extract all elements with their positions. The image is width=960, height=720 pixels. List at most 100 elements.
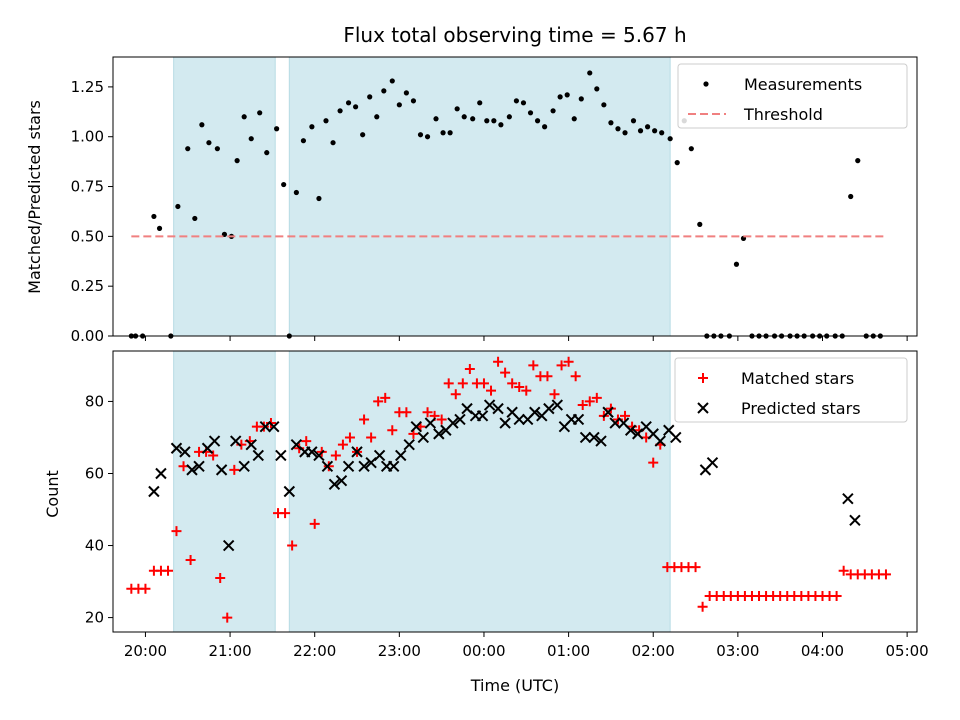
data-point bbox=[594, 86, 600, 92]
matched-point bbox=[287, 540, 298, 551]
data-point bbox=[281, 181, 287, 188]
predicted-point bbox=[551, 399, 564, 411]
matched-point bbox=[584, 396, 595, 407]
data-point bbox=[151, 213, 157, 220]
data-point bbox=[389, 78, 395, 84]
data-point bbox=[192, 215, 198, 222]
data-point bbox=[659, 130, 665, 136]
y-tick-label: 0.75 bbox=[71, 178, 104, 196]
matched-point bbox=[514, 382, 525, 393]
legend-matched-swatch bbox=[698, 373, 708, 383]
matched-point bbox=[528, 360, 539, 371]
predicted-point bbox=[483, 399, 496, 411]
x-tick-label: 01:00 bbox=[547, 642, 590, 660]
matched-point bbox=[486, 385, 497, 396]
data-point bbox=[637, 128, 644, 134]
predicted-point bbox=[342, 460, 355, 472]
predicted-point bbox=[358, 460, 370, 472]
matched-point bbox=[359, 414, 370, 425]
predicted-point bbox=[499, 417, 511, 429]
matched-point bbox=[387, 425, 398, 436]
matched-point bbox=[178, 461, 189, 472]
predicted-point bbox=[670, 431, 682, 444]
predicted-point bbox=[529, 406, 541, 418]
predicted-point bbox=[321, 460, 334, 472]
predicted-point bbox=[849, 514, 861, 527]
legend: Measurements Threshold bbox=[677, 63, 908, 129]
shaded-interval-1 bbox=[288, 350, 671, 633]
matched-point bbox=[344, 432, 355, 443]
y-tick-label: 0.00 bbox=[71, 327, 104, 345]
matched-point bbox=[500, 367, 511, 378]
x-tick-label: 00:00 bbox=[462, 642, 505, 660]
data-point bbox=[447, 130, 453, 136]
predicted-point bbox=[275, 449, 287, 462]
data-point bbox=[185, 146, 191, 152]
axes-frame bbox=[112, 350, 918, 633]
matched-point bbox=[140, 583, 151, 594]
data-point bbox=[578, 96, 584, 102]
predicted-point bbox=[513, 413, 525, 426]
data-point bbox=[199, 122, 205, 128]
predicted-point bbox=[252, 449, 264, 462]
data-point bbox=[608, 120, 614, 126]
legend-label: Measurements bbox=[744, 75, 862, 94]
matched-point bbox=[436, 414, 447, 425]
y-tick-label: 20 bbox=[85, 609, 104, 627]
x-tick-label: 02:00 bbox=[632, 642, 675, 660]
predicted-point bbox=[492, 402, 504, 415]
data-point bbox=[424, 134, 431, 140]
data-point bbox=[417, 132, 424, 138]
x-tick-label: 23:00 bbox=[378, 642, 421, 660]
x-tick-label: 21:00 bbox=[208, 642, 251, 660]
data-point bbox=[156, 225, 163, 231]
predicted-point bbox=[410, 420, 422, 433]
y-tick-label: 1.00 bbox=[71, 128, 104, 146]
predicted-point bbox=[424, 417, 437, 429]
predicted-point bbox=[609, 417, 621, 429]
matched-point bbox=[422, 407, 433, 418]
matched-point bbox=[577, 400, 588, 411]
predicted-point bbox=[179, 446, 191, 458]
predicted-point bbox=[543, 402, 555, 415]
legend: Matched stars Predicted stars bbox=[674, 357, 908, 423]
legend-predicted-swatch bbox=[697, 402, 709, 414]
data-point bbox=[674, 160, 680, 166]
data-point bbox=[337, 108, 343, 114]
predicted-point bbox=[268, 420, 280, 433]
matched-point bbox=[570, 371, 581, 382]
matched-point bbox=[549, 389, 560, 400]
matched-point bbox=[163, 565, 174, 576]
matched-point bbox=[493, 356, 504, 367]
data-point bbox=[506, 114, 512, 120]
top-panel: 0.00 0.25 0.50 0.75 1.00 1.25 Measurements Thre… bbox=[71, 56, 918, 345]
shaded-interval-0 bbox=[173, 350, 276, 633]
data-point bbox=[214, 146, 220, 152]
data-point bbox=[330, 140, 336, 146]
matched-point bbox=[457, 378, 468, 389]
x-tick-label: 20:00 bbox=[124, 642, 167, 660]
data-point bbox=[557, 94, 563, 100]
data-point bbox=[733, 261, 740, 267]
data-point bbox=[461, 114, 467, 120]
predicted-point bbox=[579, 431, 592, 444]
data-point bbox=[697, 221, 703, 227]
matched-point bbox=[464, 364, 475, 375]
legend-box bbox=[674, 357, 908, 423]
predicted-point bbox=[476, 410, 489, 422]
predicted-point bbox=[170, 442, 183, 454]
matched-point bbox=[591, 392, 602, 403]
y-tick-label: 80 bbox=[85, 392, 104, 410]
y-tick-label: 0.50 bbox=[71, 227, 104, 245]
data-point bbox=[316, 195, 322, 202]
matched-point bbox=[401, 407, 412, 418]
data-point bbox=[381, 88, 387, 94]
predicted-point bbox=[215, 464, 228, 476]
data-point bbox=[396, 102, 402, 108]
predicted-point bbox=[572, 413, 585, 426]
data-point bbox=[477, 100, 483, 106]
data-point bbox=[622, 130, 628, 136]
data-point bbox=[491, 118, 497, 124]
matched-point bbox=[542, 371, 553, 382]
